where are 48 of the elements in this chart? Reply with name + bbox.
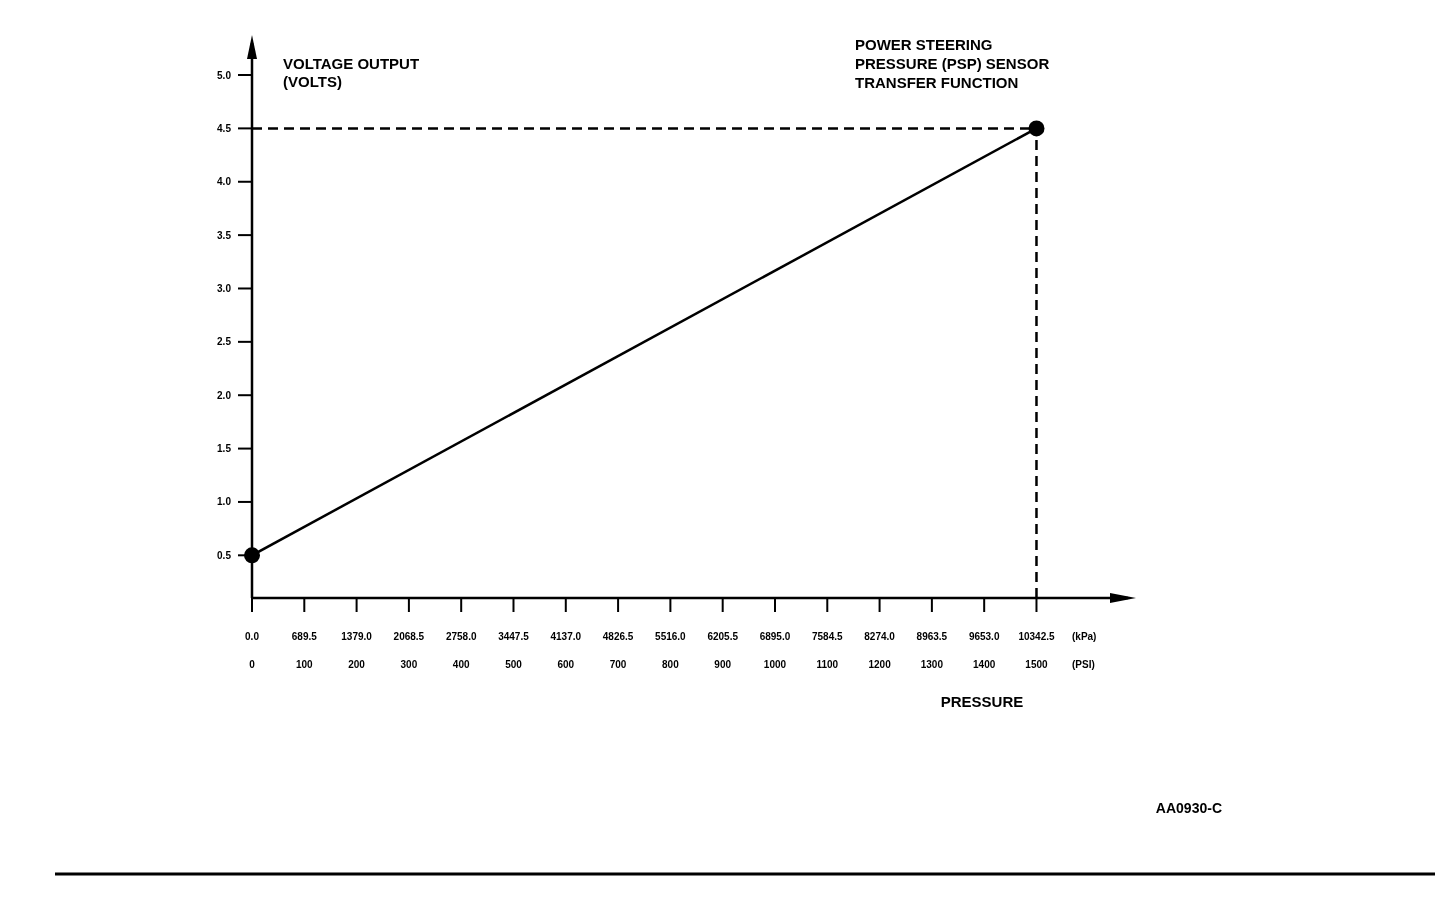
x2-tick-label: 8963.5 xyxy=(916,630,948,642)
text: (kPa) xyxy=(1072,630,1097,642)
x-tick-label: 1000 xyxy=(763,658,787,670)
x2-tick-label: 6205.5 xyxy=(707,630,739,642)
y-tick-label: 2.5 xyxy=(217,336,232,348)
text: POWER STEERING PRESSURE (PSP) SENSOR TRANSFER FUNCTION xyxy=(855,36,1050,91)
x-tick-label: 0 xyxy=(249,658,256,670)
y-tick-label: 1.0 xyxy=(217,496,232,508)
x2-tick-label: 6895.0 xyxy=(759,630,791,642)
y-tick-label: 0.5 xyxy=(217,549,232,561)
x2-tick-label: 9653.0 xyxy=(968,630,1000,642)
x-tick-label: 300 xyxy=(400,658,418,670)
x-tick-label: 600 xyxy=(557,658,575,670)
y-tick-label: 5.0 xyxy=(217,69,232,81)
x-tick-label: 200 xyxy=(348,658,366,670)
y-tick-label: 4.0 xyxy=(217,176,232,188)
x2-tick-label: 8274.0 xyxy=(864,630,896,642)
text: AA0930-C xyxy=(1155,799,1222,816)
x-tick-label: 1200 xyxy=(868,658,892,670)
y-axis-title: VOLTAGE OUTPUT (VOLTS) xyxy=(283,55,420,90)
x-tick-label: 400 xyxy=(452,658,470,670)
x2-tick-label: 4826.5 xyxy=(602,630,634,642)
x2-tick-label: 2068.5 xyxy=(393,630,425,642)
x-tick-label: 500 xyxy=(505,658,523,670)
x-tick-label: 1500 xyxy=(1025,658,1049,670)
x2-tick-label: 689.5 xyxy=(291,630,318,642)
y-tick-label: 4.5 xyxy=(217,122,232,134)
y-tick-label: 1.5 xyxy=(217,443,232,455)
text: (PSI) xyxy=(1072,658,1095,670)
x2-tick-label: 4137.0 xyxy=(550,630,582,642)
x2-tick-label: 2758.0 xyxy=(445,630,477,642)
x2-tick-label: 0.0 xyxy=(245,630,260,642)
x-tick-label: 700 xyxy=(609,658,627,670)
y-tick-label: 2.0 xyxy=(217,389,232,401)
y-tick-label: 3.5 xyxy=(217,229,232,241)
x-axis-title: PRESSURE xyxy=(940,693,1024,710)
x-tick-label: 800 xyxy=(662,658,680,670)
x-tick-label: 100 xyxy=(295,658,314,670)
x2-tick-label: 7584.5 xyxy=(811,630,844,642)
x-tick-label: 1400 xyxy=(973,658,996,670)
x2-tick-label: 10342.5 xyxy=(1018,630,1055,642)
y-tick-label: 3.0 xyxy=(217,282,232,294)
x-tick-label: 1300 xyxy=(920,658,944,670)
x2-tick-label: 5516.0 xyxy=(655,630,687,642)
x2-tick-label: 1379.0 xyxy=(341,630,373,642)
x2-tick-label: 3447.5 xyxy=(498,630,530,642)
x-tick-label: 1100 xyxy=(816,658,839,670)
x-tick-label: 900 xyxy=(714,658,732,670)
